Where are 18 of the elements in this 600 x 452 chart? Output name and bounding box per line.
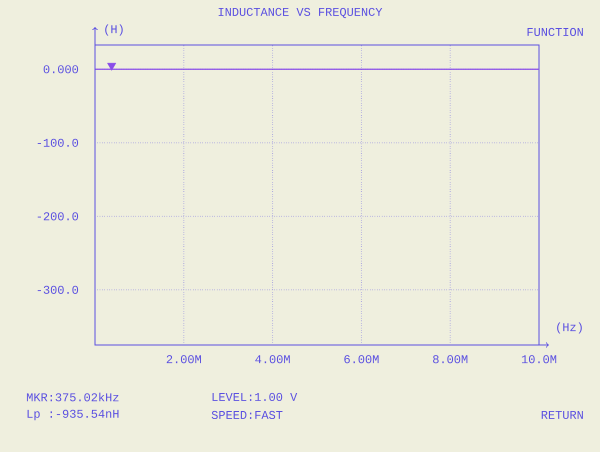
text: FUNCTION: [528, 28, 583, 36]
y-tick-label: -300.0: [38, 286, 78, 294]
text: LEVEL:1.00 V: [212, 392, 298, 402]
y-tick-label: 0.000: [44, 65, 78, 74]
y-axis-title: (H): [105, 24, 123, 36]
x-tick-label: 10.0M: [522, 355, 556, 364]
text: Lp :-935.54nH: [28, 410, 118, 420]
x-tick-label: 2.00M: [166, 355, 201, 364]
text: SPEED:FAST: [212, 410, 282, 420]
x-axis-title: (Hz): [557, 322, 582, 334]
x-tick-label: 6.00M: [344, 355, 379, 364]
text: MKR:375.02kHz: [26, 392, 119, 402]
chart-title: INDUCTANCE VS FREQUENCY: [218, 8, 382, 18]
x-tick-label: 8.00M: [433, 355, 468, 364]
x-tick-label: 4.00M: [255, 355, 290, 364]
y-tick-label: -100.0: [38, 138, 78, 147]
text: RETURN: [542, 410, 583, 419]
y-tick-label: -200.0: [38, 212, 78, 220]
